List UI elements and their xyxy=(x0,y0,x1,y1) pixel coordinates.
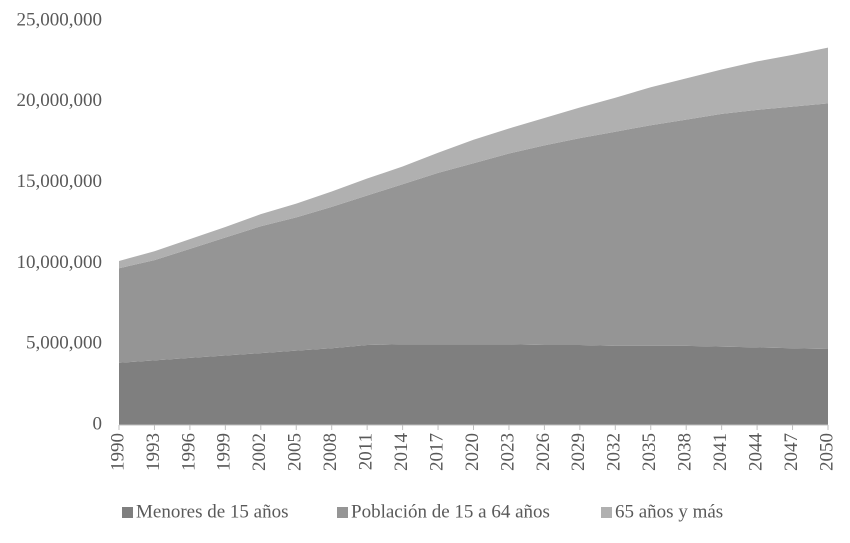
legend-swatch xyxy=(122,507,133,518)
area xyxy=(119,344,828,425)
legend-label: Población de 15 a 64 años xyxy=(351,501,550,522)
x-tick-label: 2050 xyxy=(816,433,837,471)
x-tick-label: 2014 xyxy=(391,433,412,472)
x-tick-label: 2047 xyxy=(781,433,802,471)
x-tick-label: 2020 xyxy=(462,433,483,471)
x-tick-label: 2032 xyxy=(604,433,625,471)
x-tick-label: 2026 xyxy=(533,433,554,471)
x-tick-label: 2038 xyxy=(675,433,696,471)
y-tick-label: 20,000,000 xyxy=(17,90,103,111)
x-tick-label: 1999 xyxy=(214,433,235,471)
y-tick-label: 25,000,000 xyxy=(17,9,103,30)
x-tick-label: 1990 xyxy=(107,433,128,471)
x-tick-label: 2041 xyxy=(710,433,731,471)
x-tick-label: 2023 xyxy=(497,433,518,471)
x-tick-label: 2029 xyxy=(568,433,589,471)
x-tick-label: 2002 xyxy=(249,433,270,471)
legend-label: 65 años y más xyxy=(615,501,723,522)
y-tick-label: 15,000,000 xyxy=(17,171,103,192)
x-tick-label: 2044 xyxy=(745,433,766,472)
x-tick-label: 2005 xyxy=(285,433,306,471)
y-tick-label: 5,000,000 xyxy=(26,333,102,354)
area xyxy=(119,47,828,269)
y-tick-label: 0 xyxy=(93,413,103,434)
legend-swatch xyxy=(601,507,612,518)
x-tick-label: 1996 xyxy=(178,433,199,471)
legend-swatch xyxy=(337,507,348,518)
x-tick-label: 2017 xyxy=(426,433,447,471)
y-tick-label: 10,000,000 xyxy=(17,252,103,273)
area xyxy=(119,103,828,363)
legend-label: Menores de 15 años xyxy=(136,501,289,522)
x-tick-label: 2011 xyxy=(356,433,377,470)
x-tick-label: 2008 xyxy=(320,433,341,471)
x-tick-label: 1993 xyxy=(143,433,164,471)
x-tick-label: 2035 xyxy=(639,433,660,471)
